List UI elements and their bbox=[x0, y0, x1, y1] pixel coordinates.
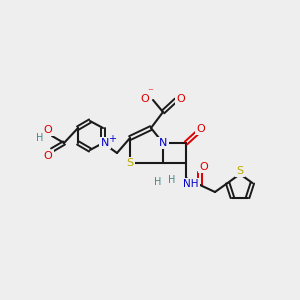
Text: +: + bbox=[108, 134, 116, 144]
Text: NH: NH bbox=[183, 179, 199, 189]
Text: H: H bbox=[168, 175, 176, 185]
Text: H: H bbox=[154, 177, 162, 187]
Text: O: O bbox=[44, 125, 52, 135]
Text: O: O bbox=[141, 94, 149, 104]
Text: N: N bbox=[159, 138, 167, 148]
Text: ⁻: ⁻ bbox=[147, 87, 153, 97]
Text: O: O bbox=[177, 94, 185, 104]
Text: O: O bbox=[200, 162, 208, 172]
Text: S: S bbox=[236, 166, 244, 176]
Text: S: S bbox=[126, 158, 134, 168]
Text: O: O bbox=[196, 124, 206, 134]
Text: N: N bbox=[101, 138, 109, 148]
Text: O: O bbox=[44, 151, 52, 161]
Text: H: H bbox=[36, 133, 44, 143]
